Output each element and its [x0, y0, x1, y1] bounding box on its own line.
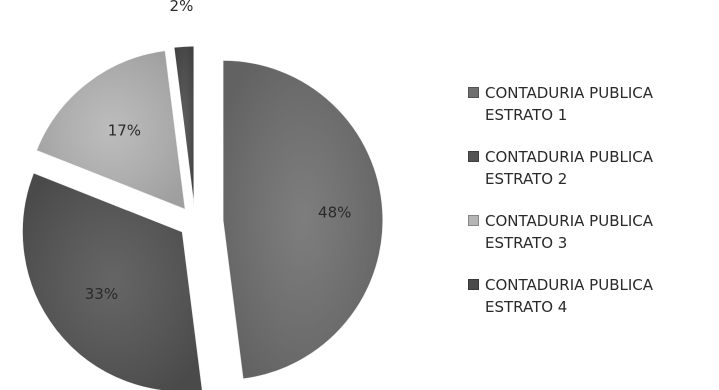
- slice-label-estrato-2: 33%: [85, 285, 118, 303]
- legend-label-line2: ESTRATO 3: [485, 234, 568, 252]
- pie-slice-shade-3: [36, 50, 186, 210]
- legend-swatch-estrato-2: [468, 151, 479, 162]
- slice-label-estrato-4: 2%: [170, 0, 194, 15]
- legend-label-line2: ESTRATO 1: [485, 106, 568, 124]
- legend-label-line2: ESTRATO 4: [485, 298, 568, 316]
- legend-swatch-estrato-4: [468, 279, 479, 290]
- slice-label-estrato-1: 48%: [318, 204, 351, 222]
- legend-label-line2: ESTRATO 2: [485, 170, 568, 188]
- legend-label-line1: CONTADURIA PUBLICA: [485, 148, 653, 166]
- legend-item-estrato-1: CONTADURIA PUBLICA ESTRATO 1: [468, 82, 713, 126]
- pie-slice-shade-2: [22, 172, 203, 390]
- legend-label-line1: CONTADURIA PUBLICA: [485, 276, 653, 294]
- legend-label-line1: CONTADURIA PUBLICA: [485, 212, 653, 230]
- legend-item-estrato-4: CONTADURIA PUBLICA ESTRATO 4: [468, 274, 713, 318]
- legend-swatch-estrato-3: [468, 215, 479, 226]
- pie-slice-shade-4: [173, 46, 194, 207]
- legend: CONTADURIA PUBLICA ESTRATO 1 CONTADURIA …: [468, 82, 713, 338]
- legend-item-estrato-2: CONTADURIA PUBLICA ESTRATO 2: [468, 146, 713, 190]
- slice-label-estrato-3: 17%: [108, 121, 141, 139]
- legend-label-line1: CONTADURIA PUBLICA: [485, 84, 653, 102]
- pie-slice-shade-1: [222, 60, 383, 379]
- pie-chart: 48% 33% 17% 2%: [21, 0, 384, 390]
- legend-item-estrato-3: CONTADURIA PUBLICA ESTRATO 3: [468, 210, 713, 254]
- legend-swatch-estrato-1: [468, 87, 479, 98]
